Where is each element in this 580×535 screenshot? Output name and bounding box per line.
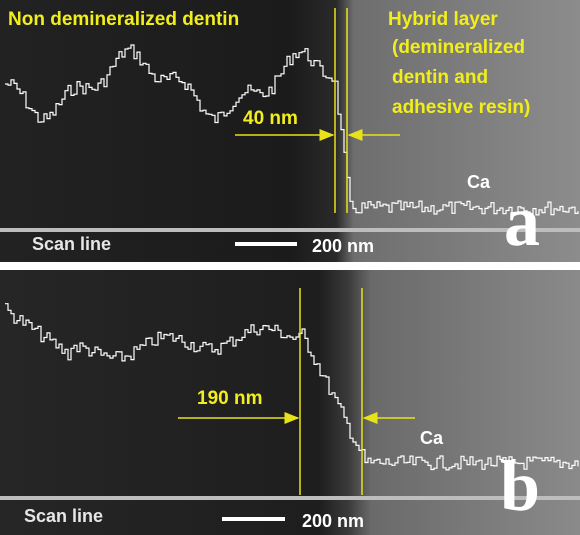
region-label: dentin and bbox=[392, 67, 488, 88]
micrograph bbox=[0, 270, 580, 535]
width-label: 190 nm bbox=[197, 388, 262, 409]
width-label: 40 nm bbox=[243, 108, 298, 129]
figure: Non demineralized dentin Hybrid layer (d… bbox=[0, 0, 580, 535]
scan-line-label: Scan line bbox=[32, 234, 111, 254]
region-label: Hybrid layer bbox=[388, 9, 498, 30]
panel-label: a bbox=[504, 181, 540, 261]
panel-label: b bbox=[500, 446, 540, 526]
scale-label: 200 nm bbox=[312, 236, 374, 256]
region-label: Non demineralized dentin bbox=[8, 9, 239, 30]
panel-b: 190 nm Ca b Scan line 200 nm bbox=[0, 270, 580, 535]
scan-line-label: Scan line bbox=[24, 506, 103, 526]
element-label: Ca bbox=[420, 428, 444, 448]
element-label: Ca bbox=[467, 172, 491, 192]
panel-a: Non demineralized dentin Hybrid layer (d… bbox=[0, 0, 580, 262]
region-label: adhesive resin) bbox=[392, 97, 530, 118]
scale-label: 200 nm bbox=[302, 511, 364, 531]
region-label: (demineralized bbox=[392, 37, 525, 58]
